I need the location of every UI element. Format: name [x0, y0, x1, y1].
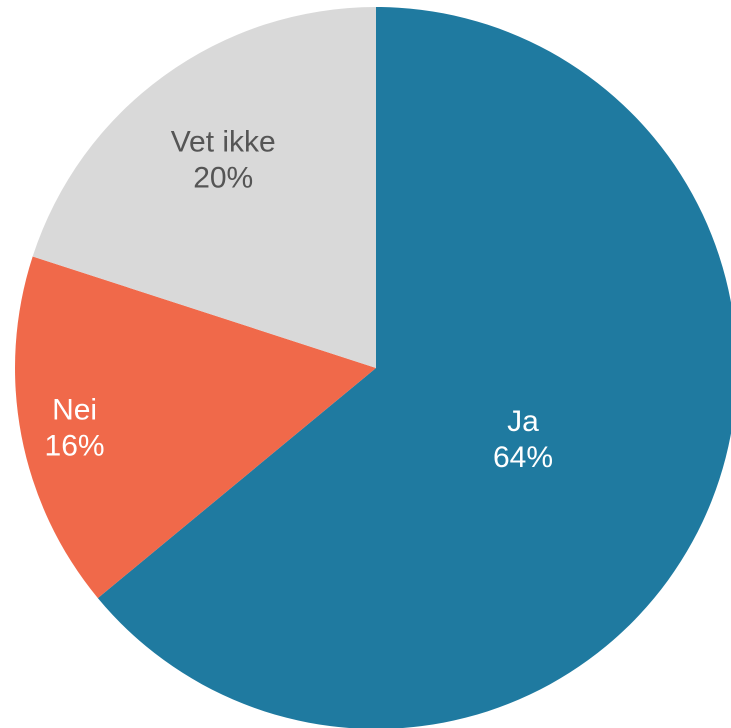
- slice-value-label: 16%: [45, 429, 105, 462]
- slice-label-ja: Ja 64%: [493, 405, 553, 474]
- pie-slice-nei: [15, 256, 376, 599]
- slice-value-label: 20%: [193, 162, 253, 195]
- pie-slices: [15, 7, 731, 728]
- slice-value-label: 64%: [493, 441, 553, 474]
- pie-slice-vet-ikke: [32, 7, 376, 368]
- slice-label-nei: Nei 16%: [45, 393, 105, 462]
- slice-category-label: Vet ikke: [171, 126, 276, 159]
- slice-category-label: Ja: [507, 405, 539, 438]
- slice-category-label: Nei: [52, 393, 97, 426]
- slice-label-vet-ikke: Vet ikke 20%: [171, 126, 276, 195]
- pie-labels: Ja 64% Nei 16% Vet ikke 20%: [45, 126, 553, 474]
- pie-slice-ja: [97, 7, 731, 728]
